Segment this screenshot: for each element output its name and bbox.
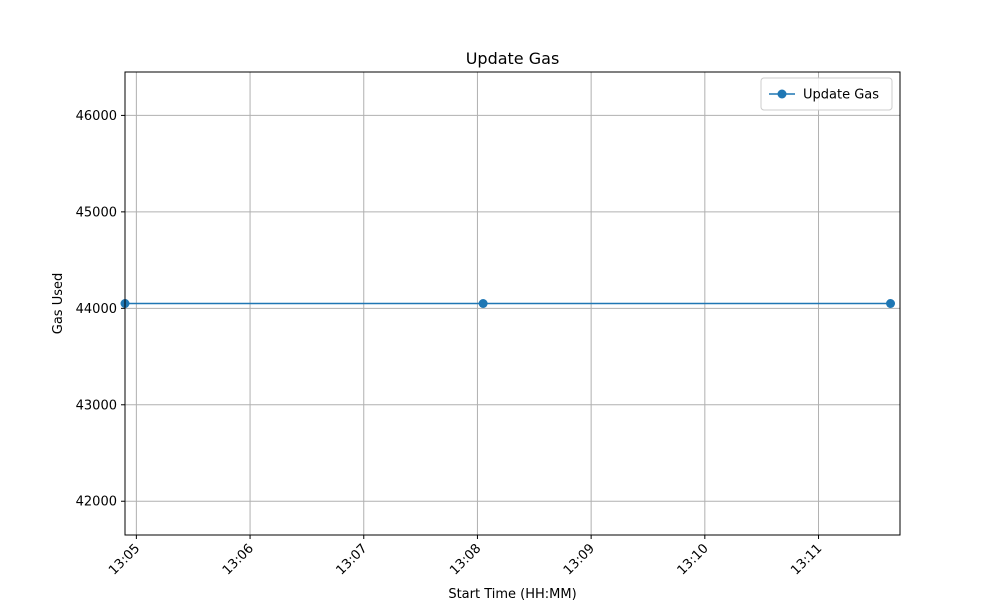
legend: Update Gas (760, 77, 893, 111)
legend-box (760, 77, 893, 111)
x-tick-label: 13:10 (675, 541, 712, 578)
plot-area-frame (124, 71, 901, 536)
data-point (478, 299, 488, 308)
y-tick-label: 46000 (76, 109, 117, 124)
data-point (886, 299, 896, 308)
y-tick-label: 44000 (76, 302, 117, 317)
x-tick-label: 13:09 (561, 541, 598, 578)
series-layer (120, 299, 896, 308)
x-axis-label: Start Time (HH:MM) (448, 587, 576, 600)
y-axis-label: Gas Used (51, 273, 66, 334)
legend-marker-swatch (777, 89, 787, 99)
x-tick-label: 13:05 (106, 541, 143, 578)
x-tick-label: 13:07 (333, 541, 370, 578)
axis-layer: 13:05 13:06 13:07 13:08 13:09 13:10 13:11 42000… (76, 109, 826, 578)
y-tick-label: 45000 (76, 205, 117, 220)
chart-title: Update Gas (466, 49, 560, 68)
y-tick-label: 42000 (76, 495, 117, 510)
x-tick-label: 13:11 (788, 541, 825, 578)
y-tick-label: 43000 (76, 398, 117, 413)
x-tick-label: 13:08 (447, 541, 484, 578)
x-tick-label: 13:06 (220, 541, 257, 578)
legend-entry-label: Update Gas (803, 88, 879, 103)
